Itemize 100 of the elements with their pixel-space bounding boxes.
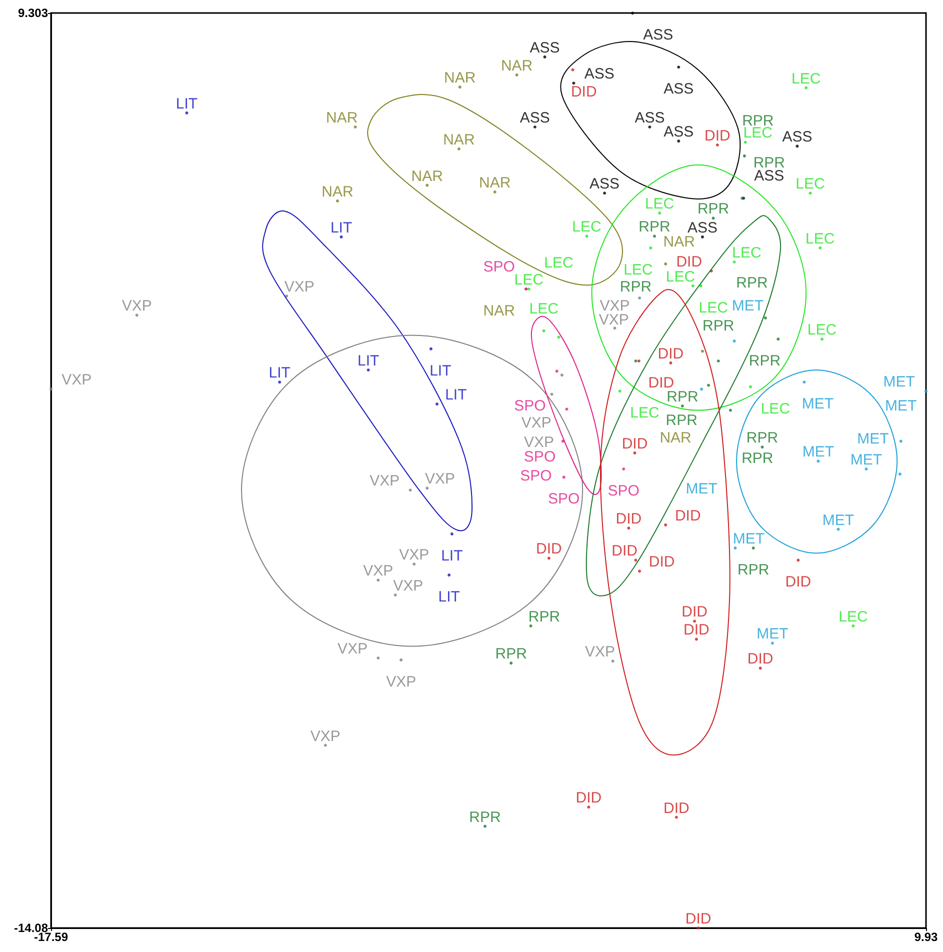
point [664, 523, 668, 526]
point [649, 246, 652, 250]
text: LEC [529, 300, 558, 318]
point [400, 658, 403, 662]
text: LIT [357, 352, 380, 370]
point [587, 806, 590, 809]
text: LIT [438, 588, 460, 606]
point [426, 184, 429, 187]
point [836, 528, 840, 531]
point [634, 359, 638, 362]
point [677, 66, 680, 69]
point [603, 192, 606, 195]
point [278, 380, 282, 384]
text: DID [648, 554, 675, 571]
text: SPO [520, 468, 552, 485]
point [542, 329, 546, 332]
text: NAR [411, 168, 443, 185]
point [515, 73, 518, 76]
point [484, 824, 487, 828]
text: LEC [624, 261, 653, 278]
point [691, 284, 694, 288]
text: RPR [742, 450, 774, 467]
text: MET [850, 451, 882, 468]
point [648, 125, 652, 128]
point [712, 216, 715, 220]
point [543, 55, 546, 58]
text: RPR [495, 646, 527, 663]
point [340, 235, 343, 238]
text: DID [536, 540, 562, 558]
point [638, 570, 642, 573]
point [435, 402, 438, 406]
point [376, 656, 380, 660]
point [50, 388, 52, 391]
text: DID [616, 510, 642, 528]
point [560, 374, 564, 377]
text: RPR [702, 317, 734, 334]
text: SPO [483, 258, 515, 276]
point [634, 558, 638, 562]
point [366, 368, 370, 372]
point [728, 408, 732, 412]
text: LIT [330, 219, 352, 236]
point [818, 246, 822, 250]
point [622, 467, 626, 470]
text: VXP [393, 577, 424, 594]
series-label: SPO [524, 448, 556, 466]
point [450, 532, 454, 536]
point [677, 140, 680, 143]
text: DID [576, 790, 602, 807]
text: ASS [664, 80, 694, 98]
point [804, 86, 808, 90]
point [571, 68, 574, 72]
text: RPR [746, 430, 778, 447]
text: LIT [176, 95, 198, 112]
text: RPR [666, 412, 698, 429]
point [664, 262, 668, 266]
text: LEC [838, 608, 868, 626]
text: NAR [500, 57, 533, 74]
text: MET [732, 298, 764, 315]
text: LEC [572, 218, 602, 236]
point [285, 294, 288, 298]
point [796, 144, 799, 148]
text: ASS [590, 176, 620, 193]
point [652, 234, 656, 238]
point [565, 408, 568, 411]
point [796, 558, 800, 562]
point [618, 390, 622, 393]
point [699, 284, 702, 288]
text: NAR [444, 70, 476, 87]
text: NAR [483, 302, 515, 320]
text: LEC [796, 176, 825, 193]
text: MET [885, 398, 917, 415]
point [354, 125, 357, 128]
text: DID [622, 435, 648, 452]
series-label: LIT [445, 386, 467, 404]
text: LEC [666, 268, 696, 286]
point [527, 287, 530, 290]
text: LIT [441, 547, 463, 564]
text: LEC [698, 299, 728, 316]
point [732, 340, 736, 343]
point [700, 235, 704, 238]
point [376, 578, 380, 582]
text: LEC [514, 271, 544, 288]
text: DID [663, 800, 690, 817]
text: LEC [630, 404, 660, 422]
text: NAR [322, 183, 354, 200]
point [898, 472, 902, 476]
point [336, 199, 339, 202]
text: RPR [736, 274, 768, 292]
text: ASS [520, 109, 550, 126]
text: DID [684, 622, 710, 639]
point [752, 546, 755, 550]
text: VXP [310, 728, 340, 745]
point [627, 526, 630, 530]
point [924, 390, 928, 393]
text: LIT [268, 364, 290, 382]
text: RPR [697, 200, 730, 218]
text: VXP [521, 414, 552, 432]
text: RPR [620, 278, 652, 296]
text: VXP [338, 640, 368, 658]
point [802, 380, 806, 384]
